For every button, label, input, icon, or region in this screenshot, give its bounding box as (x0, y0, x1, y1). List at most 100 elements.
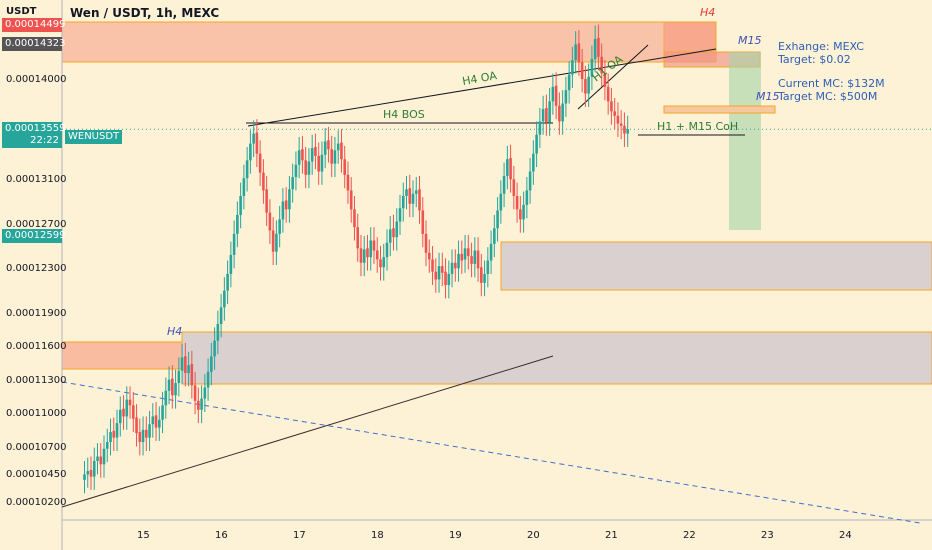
candle-body (144, 429, 148, 438)
candle-body (255, 132, 259, 154)
candle-body (519, 209, 522, 220)
target-note: Target: $0.02 (777, 53, 851, 66)
candle-body (480, 267, 483, 283)
candle-body (398, 208, 402, 222)
candle-body (506, 159, 509, 176)
h4-label-low: H4 (167, 325, 182, 338)
time-tick-label: 22 (683, 530, 696, 541)
h4-bos-label: H4 BOS (383, 108, 425, 121)
candle-body (532, 153, 535, 172)
h1-oa-line (577, 44, 649, 110)
candle-body (356, 227, 360, 249)
demand-zone-lower (181, 331, 932, 385)
candle-body (359, 248, 363, 263)
symbol-tag: WENUSDT (65, 130, 123, 144)
candle-body (467, 248, 470, 257)
time-tick-label: 18 (371, 530, 384, 541)
candle-body (496, 210, 499, 229)
candle-body (483, 273, 486, 283)
time-tick-label: 20 (527, 530, 540, 541)
candle-body (427, 252, 431, 260)
price-tag: 0.00013559 22:22 (2, 122, 65, 149)
candle-body (346, 174, 350, 191)
candle-body (509, 158, 512, 180)
candle-body (528, 171, 532, 191)
price-tick-label: 0.00011000 (6, 408, 67, 420)
candle-body (548, 101, 551, 123)
candle-body (187, 365, 190, 374)
currency-label: USDT (6, 6, 37, 17)
candle-body (522, 204, 525, 220)
candle-body (190, 364, 194, 386)
candle-body (567, 74, 571, 91)
dashed-trendline (61, 381, 921, 524)
price-tag: 0.00012599 (2, 229, 65, 244)
candle-body (408, 188, 412, 204)
candle-body (440, 266, 444, 273)
candle-body (288, 189, 291, 210)
candle-body (112, 430, 116, 438)
price-tick-label: 0.00010200 (6, 497, 67, 509)
candle-body (460, 253, 464, 261)
price-tick-label: 0.00010450 (6, 469, 67, 481)
candle-body (623, 125, 626, 134)
candle-body (473, 250, 477, 264)
candle-body (463, 248, 467, 260)
candle-body (512, 179, 516, 196)
candle-body (184, 356, 187, 374)
candle-body (320, 154, 324, 172)
candle-body (105, 442, 109, 449)
h4-label-top: H4 (700, 6, 715, 19)
h4-demand-red (61, 341, 183, 370)
candle-body (161, 405, 164, 420)
h4-oa-label: H4 OA (461, 69, 498, 88)
target-mc-note: Target MC: $500M (777, 90, 877, 103)
candle-body (122, 408, 125, 417)
candle-body (262, 172, 265, 191)
candle-body (538, 121, 542, 135)
price-tick-label: 0.00010700 (6, 441, 67, 453)
candle-body (554, 85, 558, 106)
price-tick-label: 0.00011600 (6, 341, 67, 353)
m15-label-mid: M15 (756, 90, 780, 103)
candle-body (551, 86, 555, 102)
candle-body (369, 240, 373, 258)
candle-body (278, 219, 281, 234)
candle-body (558, 105, 561, 122)
candle-body (242, 178, 246, 196)
candle-body (239, 195, 242, 215)
candle-body (125, 399, 129, 417)
time-tick-label: 24 (839, 530, 852, 541)
candle-body (128, 399, 132, 406)
candle-body (284, 200, 288, 210)
candle-body (304, 160, 307, 175)
candle-body (138, 432, 142, 443)
candle-body (193, 385, 197, 401)
candle-body (281, 201, 285, 220)
candle-body (375, 250, 379, 260)
m15-demand-zone (663, 105, 776, 114)
candle-body (336, 143, 340, 151)
candle-body (541, 109, 545, 122)
candle-body (203, 387, 207, 399)
candle-body (593, 38, 597, 60)
candle-body (349, 190, 353, 210)
candle-body (372, 240, 376, 251)
candle-body (167, 379, 171, 391)
candle-body (489, 243, 493, 261)
candle-body (434, 271, 438, 280)
candle-body (249, 143, 252, 161)
candle-body (385, 242, 389, 258)
candle-body (392, 228, 395, 238)
time-tick-label: 23 (761, 530, 774, 541)
candle-body (180, 357, 184, 371)
candle-body (291, 177, 294, 190)
candle-body (310, 148, 314, 162)
candle-body (414, 190, 418, 194)
price-tick-label: 0.00011300 (6, 374, 67, 386)
candle-body (92, 460, 96, 477)
candle-body (200, 398, 203, 410)
time-tick-label: 19 (449, 530, 462, 541)
